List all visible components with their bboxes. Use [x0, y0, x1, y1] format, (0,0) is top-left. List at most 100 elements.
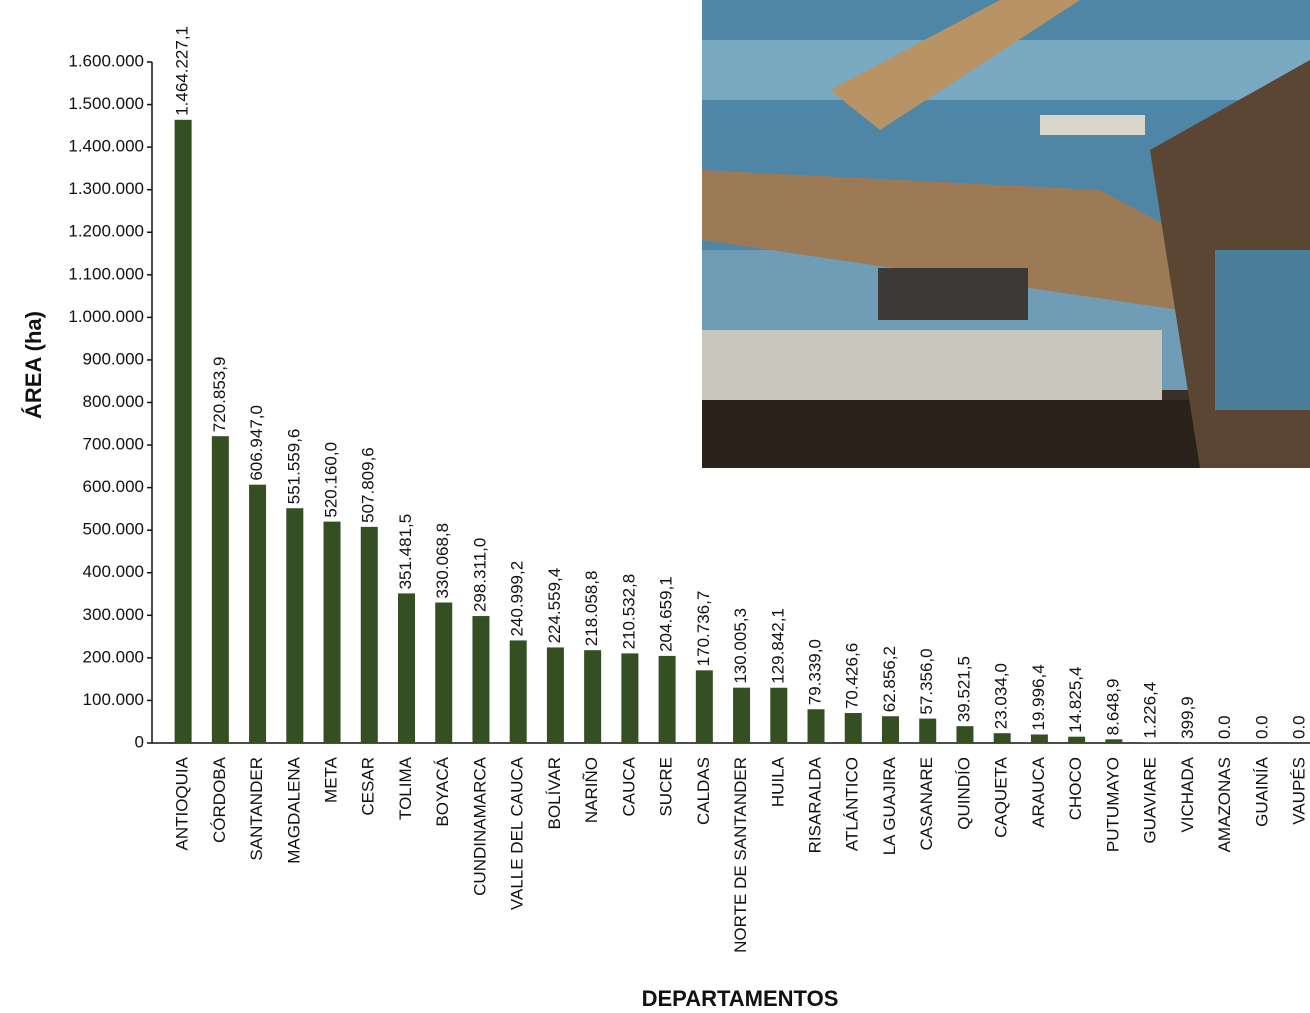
bar [397, 593, 415, 743]
x-tick-label: TOLIMA [396, 756, 415, 820]
value-label: 210.532,8 [619, 574, 638, 650]
x-tick-label: CAUCA [619, 756, 638, 816]
x-axis-title: DEPARTAMENTOS [642, 986, 839, 1011]
bar [621, 653, 639, 743]
x-tick-label: BOLÍVAR [545, 757, 564, 829]
x-tick-label: SANTANDER [247, 757, 266, 861]
value-label: 1.464.227,1 [173, 26, 192, 116]
y-tick-label: 900.000 [83, 349, 144, 368]
bar [844, 713, 862, 743]
x-tick-label: CHOCO [1066, 757, 1085, 820]
value-label: 204.659,1 [657, 576, 676, 652]
value-label: 14.825,4 [1066, 667, 1085, 733]
x-tick-label: ATLÁNTICO [843, 757, 862, 851]
value-label: 224.559,4 [545, 568, 564, 644]
bar [323, 521, 341, 743]
value-label: 23.034,0 [992, 663, 1011, 729]
x-tick-label: NARIÑO [582, 757, 601, 823]
x-tick-label: QUINDÍO [954, 757, 973, 830]
x-tick-label: CALDAS [694, 757, 713, 825]
value-label: 0.0 [1252, 715, 1271, 739]
y-tick-label: 1.600.000 [68, 51, 144, 70]
y-tick-label: 500.000 [83, 520, 144, 539]
x-tick-label: NORTE DE SANTANDER [731, 757, 750, 953]
y-tick-label: 800.000 [83, 392, 144, 411]
bar [249, 484, 267, 743]
y-tick-label: 400.000 [83, 562, 144, 581]
bar [435, 602, 453, 743]
x-tick-label: VICHADA [1178, 756, 1197, 832]
bar [956, 726, 974, 743]
x-tick-label: AMAZONAS [1215, 757, 1234, 852]
value-label: 720.853,9 [210, 357, 229, 433]
value-label: 39.521,5 [954, 656, 973, 722]
value-label: 520.160,0 [322, 442, 341, 518]
y-tick-label: 100.000 [83, 690, 144, 709]
y-tick-label: 1.400.000 [68, 137, 144, 156]
y-axis-title: ÁREA (ha) [21, 311, 46, 419]
x-tick-label: CUNDINAMARCA [470, 756, 489, 896]
bar [546, 647, 564, 743]
value-label: 130.005,3 [731, 608, 750, 684]
x-tick-label: VALLE DEL CAUCA [508, 756, 527, 910]
value-label: 351.481,5 [396, 514, 415, 590]
x-tick-label: LA GUAJIRA [880, 756, 899, 855]
x-tick-label: SUCRE [657, 757, 676, 817]
bar [658, 655, 676, 743]
y-tick-label: 300.000 [83, 605, 144, 624]
value-label: 507.809,6 [359, 447, 378, 523]
value-label: 551.559,6 [284, 429, 303, 505]
bar [1030, 734, 1048, 743]
bar [174, 119, 192, 744]
value-label: 1.226,4 [1141, 682, 1160, 739]
x-tick-label: CAQUETA [992, 756, 1011, 838]
x-tick-label: PUTUMAYO [1103, 757, 1122, 852]
y-tick-label: 1.300.000 [68, 179, 144, 198]
x-tick-label: CESAR [359, 757, 378, 816]
x-tick-label: ARAUCA [1029, 756, 1048, 828]
value-label: 70.426,6 [843, 643, 862, 709]
bar [770, 687, 788, 743]
bar [472, 616, 490, 743]
x-tick-label: CÓRDOBA [210, 756, 229, 843]
x-tick-label: GUAINÍA [1252, 756, 1271, 827]
x-tick-label: CASANARE [917, 757, 936, 851]
value-label: 0.0 [1215, 715, 1234, 739]
x-tick-label: ANTIOQUIA [173, 756, 192, 850]
bar [733, 687, 751, 743]
bar [584, 650, 602, 743]
y-tick-label: 0 [135, 732, 144, 751]
y-tick-label: 700.000 [83, 435, 144, 454]
y-tick-label: 1.500.000 [68, 94, 144, 113]
bar [509, 640, 527, 743]
value-label: 399,9 [1178, 696, 1197, 739]
y-tick-label: 1.200.000 [68, 222, 144, 241]
photo [702, 0, 1310, 468]
value-label: 606.947,0 [247, 405, 266, 481]
value-label: 170.736,7 [694, 591, 713, 667]
value-label: 57.356,0 [917, 648, 936, 714]
x-tick-label: META [322, 756, 341, 803]
y-tick-label: 1.000.000 [68, 307, 144, 326]
x-tick-label: MAGDALENA [284, 756, 303, 863]
value-label: 79.339,0 [806, 639, 825, 705]
bar [1142, 742, 1160, 743]
bar [695, 670, 713, 743]
bar [881, 716, 899, 743]
value-label: 129.842,1 [768, 608, 787, 684]
bar [286, 508, 304, 743]
bar [807, 709, 825, 743]
value-label: 240.999,2 [508, 561, 527, 637]
y-tick-label: 1.100.000 [68, 264, 144, 283]
y-tick-label: 200.000 [83, 647, 144, 666]
value-label: 330.068,8 [433, 523, 452, 599]
value-label: 218.058,8 [582, 571, 601, 647]
value-label: 62.856,2 [880, 646, 899, 712]
x-tick-label: HUILA [768, 756, 787, 807]
bar [919, 718, 937, 743]
x-tick-label: VAUPÉS [1289, 757, 1308, 825]
x-tick-label: GUAVIARE [1141, 757, 1160, 844]
bar [360, 526, 378, 743]
value-label: 0.0 [1289, 715, 1308, 739]
